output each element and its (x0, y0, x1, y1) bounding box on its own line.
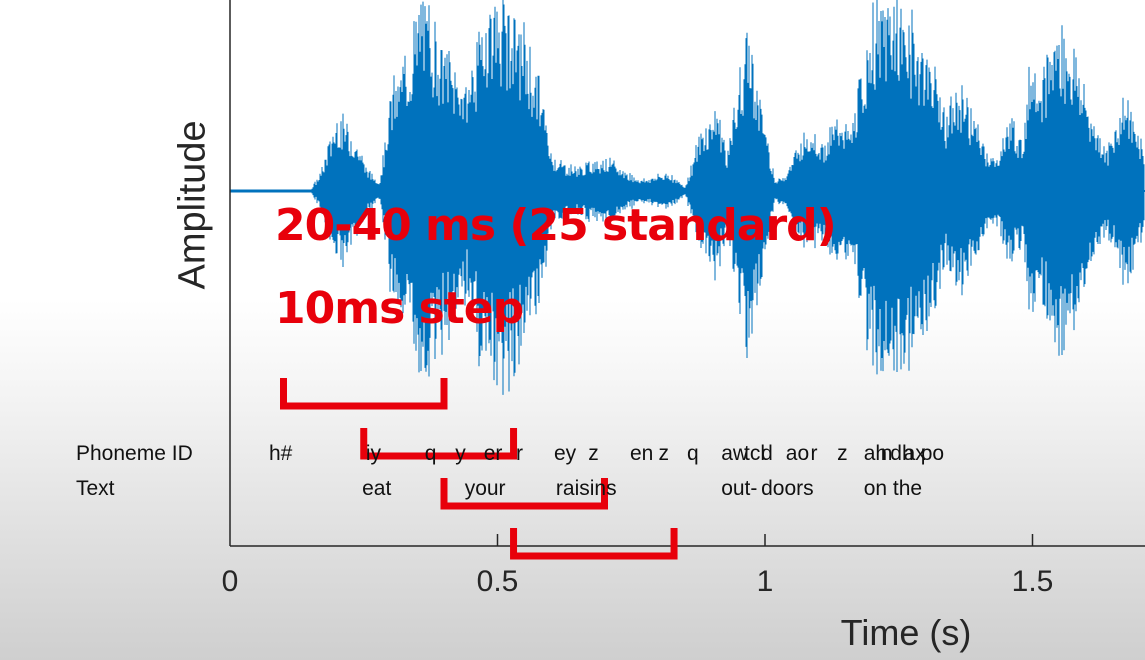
phoneme-label: er (483, 442, 503, 465)
phoneme-label: z (588, 442, 599, 465)
phoneme-label: dh (890, 442, 914, 465)
phoneme-label: r (516, 442, 523, 465)
word-label: eat (362, 477, 392, 500)
word-label: your (464, 477, 506, 500)
waveform (229, 0, 1145, 395)
phoneme-label: h# (269, 442, 293, 465)
word-label: doors (761, 477, 814, 500)
frame-bracket (440, 478, 608, 510)
frame-brackets (280, 378, 678, 560)
phoneme-label: r (810, 442, 818, 465)
phoneme-label: ey (554, 442, 577, 465)
x-tick-label: 1.5 (1011, 565, 1054, 598)
x-tick-label: 1 (756, 565, 774, 598)
x-tick-label: 0 (221, 565, 239, 598)
phoneme-label: y (455, 442, 466, 465)
word-label: on the (863, 477, 923, 500)
phoneme-label: n (880, 442, 893, 465)
phoneme-label: ax (903, 442, 926, 465)
frame-bracket (360, 428, 518, 460)
text-row-label: Text (76, 477, 115, 500)
y-axis-label: Amplitude (171, 120, 214, 290)
phoneme-label: en (630, 442, 654, 465)
phoneme-label: tcl (744, 442, 765, 465)
frame-length-annotation: 20-40 ms (25 standard) (275, 200, 837, 251)
axes (229, 0, 1145, 547)
x-ticks (496, 534, 1034, 546)
phoneme-label: ah (863, 442, 888, 465)
phoneme-label: q (424, 442, 437, 465)
phoneme-label: q (687, 442, 699, 465)
x-tick-label: 0.5 (476, 565, 519, 598)
phoneme-label: po (920, 442, 945, 465)
phoneme-label: z (658, 442, 670, 465)
frame-bracket (510, 528, 678, 560)
phoneme-label: iy (365, 442, 382, 465)
phoneme-row-label: Phoneme ID (76, 442, 193, 465)
phoneme-label: ao (785, 442, 810, 465)
word-label: out- (721, 477, 758, 500)
phoneme-label: z (837, 442, 848, 465)
phoneme-label: aw (721, 442, 749, 465)
waveform-trace (229, 0, 1145, 395)
frame-bracket (280, 378, 448, 410)
word-label: raisins (555, 477, 617, 500)
x-axis-label: Time (s) (840, 612, 972, 653)
frame-step-annotation: 10ms step (275, 283, 524, 334)
phoneme-label: d (761, 442, 773, 465)
